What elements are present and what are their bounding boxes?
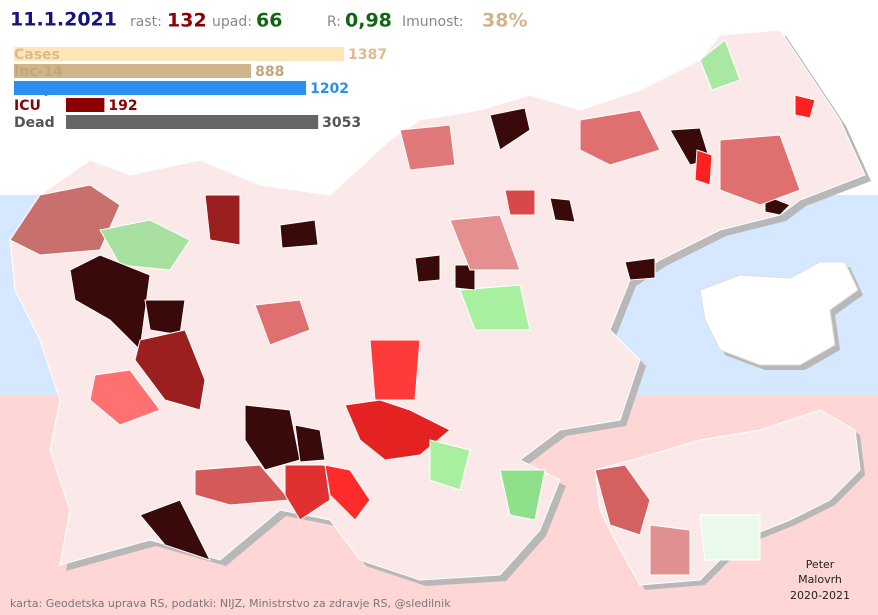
region bbox=[134, 329, 206, 411]
author: Peter bbox=[806, 558, 835, 571]
bar-value: 192 bbox=[108, 98, 137, 114]
region bbox=[459, 284, 531, 331]
imunost-label: Imunost: bbox=[402, 14, 464, 30]
bar-label: Dead bbox=[14, 115, 55, 131]
region bbox=[324, 464, 371, 521]
bar-value: 888 bbox=[255, 64, 284, 80]
region bbox=[99, 219, 191, 271]
region bbox=[284, 464, 331, 521]
bar-label: ICU bbox=[14, 98, 41, 114]
region bbox=[9, 184, 121, 256]
region bbox=[254, 299, 311, 346]
region bbox=[489, 107, 531, 151]
region bbox=[499, 469, 546, 521]
region bbox=[719, 134, 801, 206]
region bbox=[139, 499, 211, 561]
credits: karta: Geodetska uprava RS, podatki: NIJ… bbox=[10, 597, 451, 610]
region bbox=[694, 149, 713, 186]
upad-value: 66 bbox=[256, 10, 282, 32]
region bbox=[624, 257, 656, 281]
region bbox=[414, 254, 441, 283]
region bbox=[794, 94, 816, 119]
region bbox=[504, 189, 536, 216]
rast-label: rast: bbox=[130, 14, 162, 30]
inset-map bbox=[699, 261, 859, 366]
region bbox=[144, 299, 186, 336]
region bbox=[194, 464, 292, 506]
date: 11.1.2021 bbox=[10, 9, 117, 31]
rast-value: 132 bbox=[167, 10, 207, 32]
region bbox=[294, 424, 326, 463]
r-value: 0,98 bbox=[345, 10, 392, 32]
bar bbox=[14, 64, 252, 78]
author: 2020-2021 bbox=[790, 589, 850, 602]
bar bbox=[66, 115, 319, 129]
bar-value: 1387 bbox=[348, 47, 387, 63]
bar-value: 1202 bbox=[310, 81, 349, 97]
bar bbox=[14, 47, 345, 61]
region bbox=[649, 524, 691, 576]
bar-label: Cases bbox=[14, 47, 60, 63]
region bbox=[429, 439, 471, 491]
region bbox=[204, 194, 241, 246]
region bbox=[89, 369, 161, 426]
bars: Cases 1387 Inc-14 888 Hosp. 1202 ICU 192 Dead 305… bbox=[14, 47, 387, 131]
region bbox=[399, 124, 456, 171]
bar bbox=[66, 98, 105, 112]
imunost-value: 38% bbox=[482, 10, 527, 32]
region bbox=[549, 197, 576, 223]
region bbox=[369, 339, 421, 401]
region bbox=[449, 214, 521, 271]
region bbox=[579, 109, 661, 166]
upad-label: upad: bbox=[212, 14, 252, 30]
bar-label: Inc-14 bbox=[14, 64, 63, 80]
region bbox=[699, 514, 761, 561]
bar bbox=[14, 81, 307, 95]
region bbox=[279, 219, 319, 249]
bar-label: Hosp. bbox=[14, 81, 59, 97]
header: 11.1.2021 rast: 132 upad: 66 R: 0,98 Imu… bbox=[10, 9, 527, 32]
map bbox=[9, 29, 871, 590]
region bbox=[699, 39, 741, 91]
bar-value: 3053 bbox=[322, 115, 361, 131]
region bbox=[594, 464, 651, 536]
author: Malovrh bbox=[798, 573, 842, 586]
region bbox=[244, 404, 301, 471]
r-label: R: bbox=[327, 14, 341, 30]
